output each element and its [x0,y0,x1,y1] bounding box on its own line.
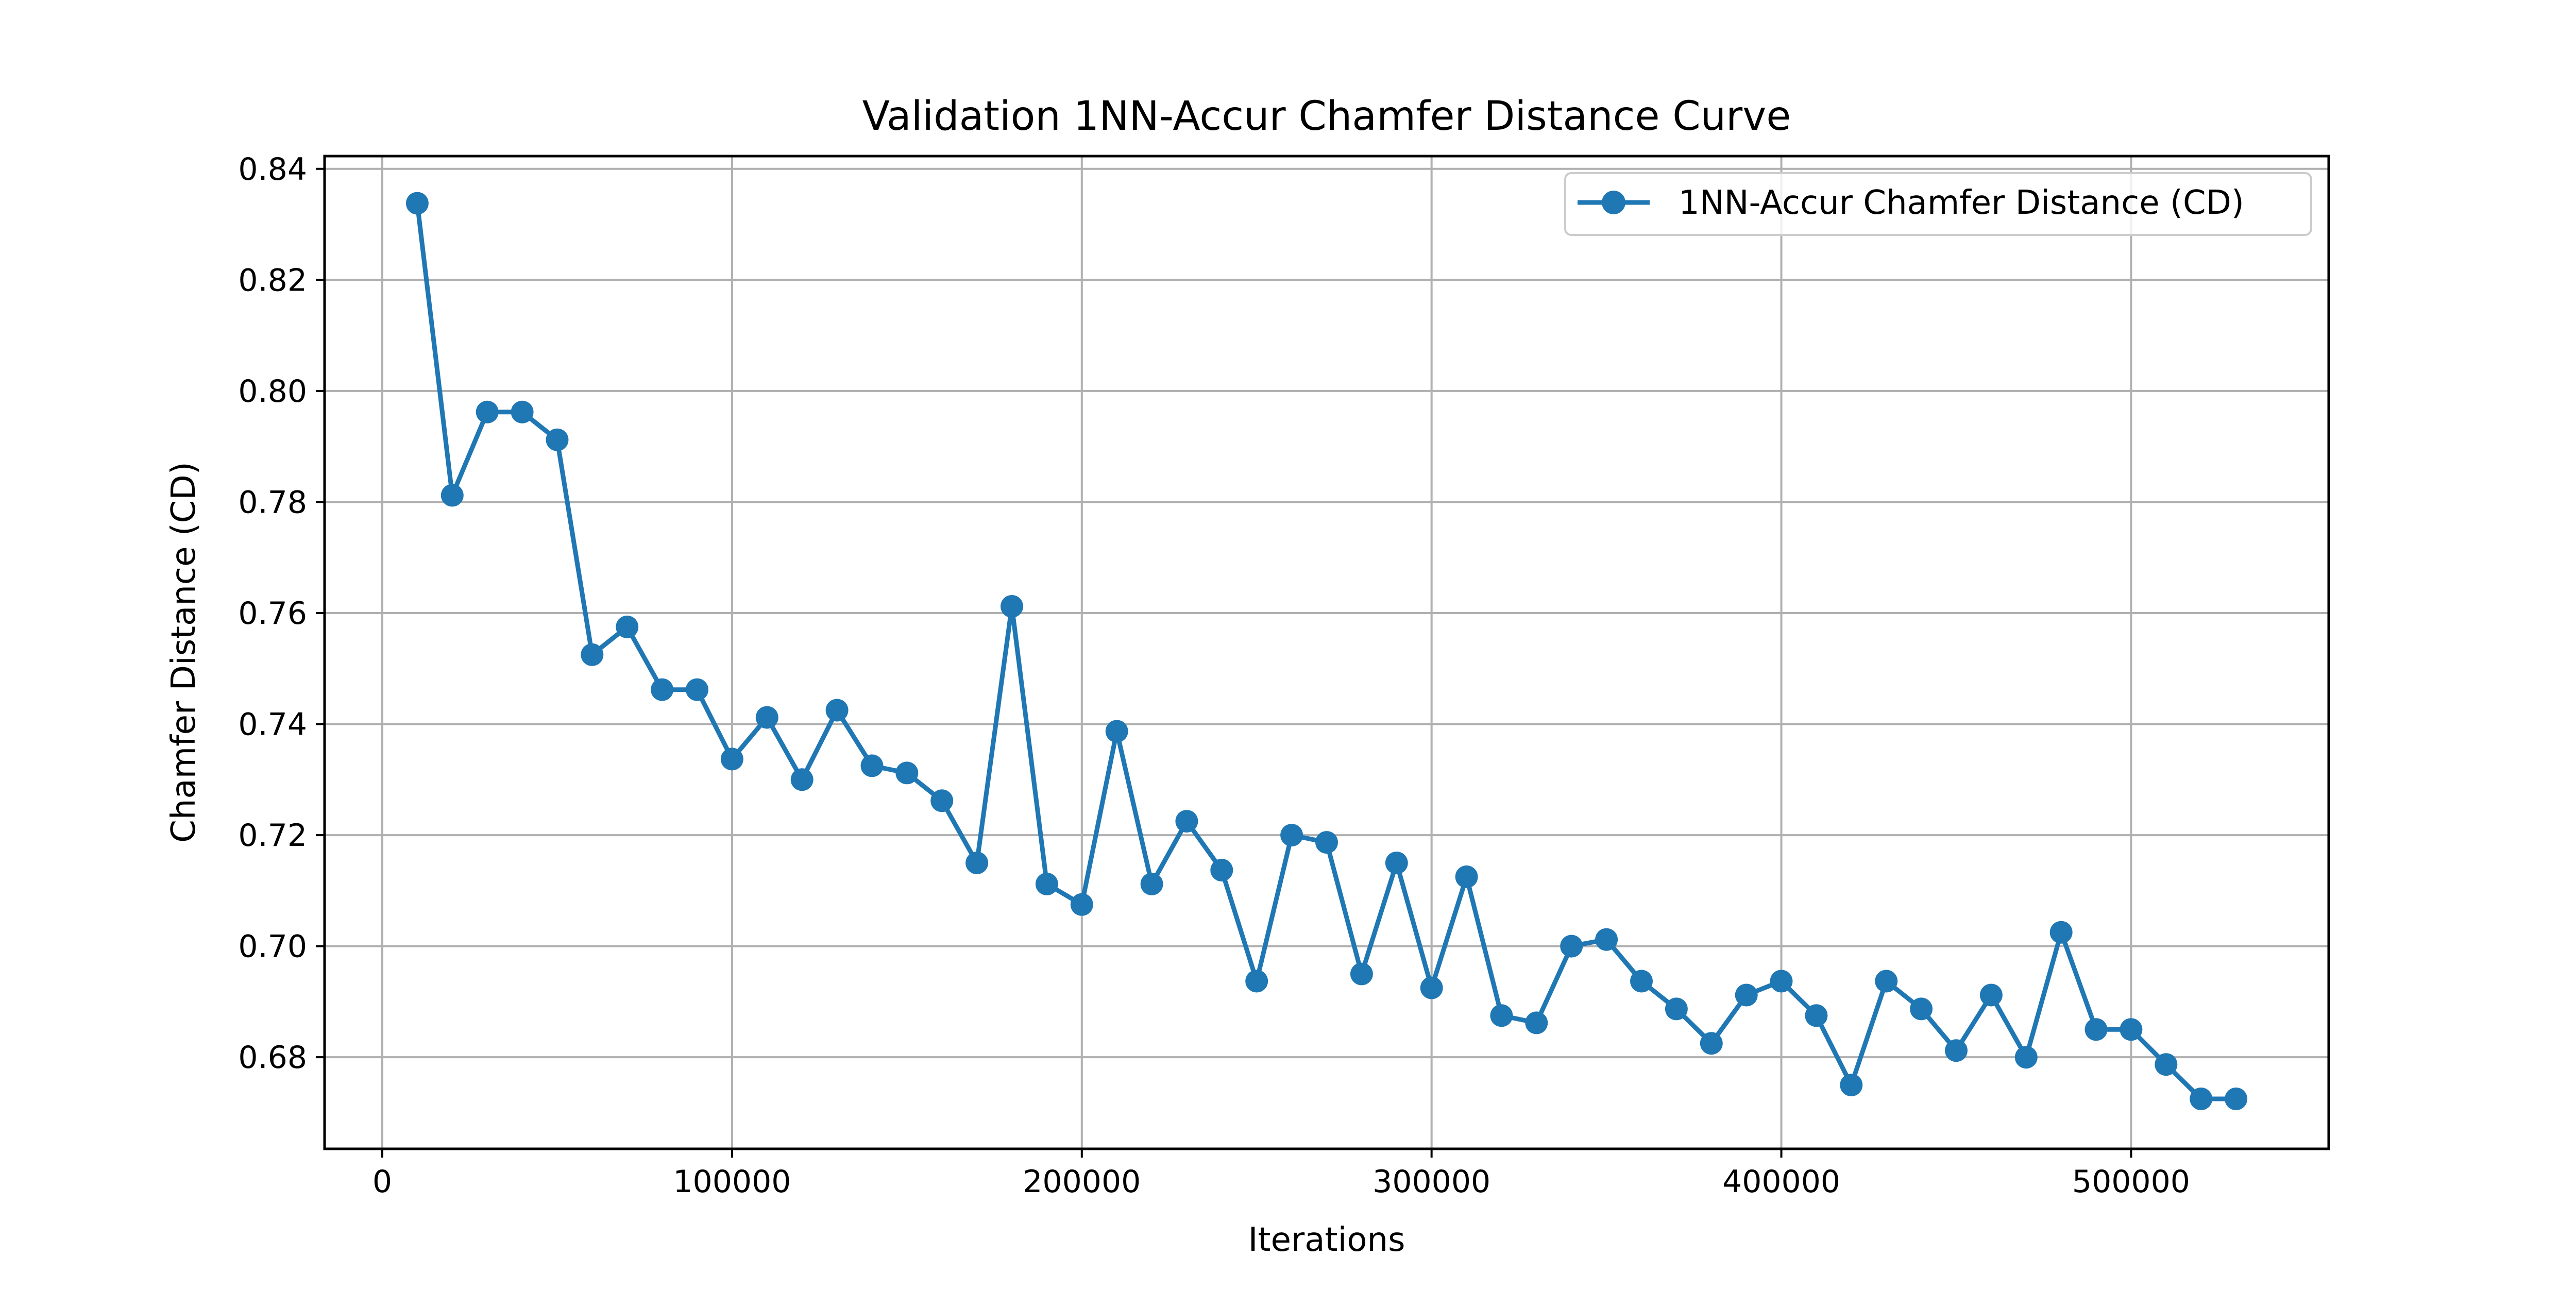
data-point [1979,983,2003,1007]
data-point [1595,928,1618,951]
x-axis-ticks: 0 100000 200000 300000 400000 500000 [372,1149,2190,1200]
x-axis-label: Iterations [1248,1221,1405,1259]
data-point [1560,935,1583,958]
data-point [1875,970,1898,993]
data-point [1455,865,1478,888]
chart-title: Validation 1NN-Accur Chamfer Distance Cu… [862,93,1791,140]
data-point [930,789,954,812]
data-point [1035,872,1058,895]
y-axis-label: Chamfer Distance (CD) [165,462,203,842]
data-point [1945,1039,1968,1062]
y-tick-label: 0.72 [238,818,307,854]
data-point [1490,1004,1513,1027]
data-point [860,754,884,777]
data-point [1210,859,1233,881]
y-tick-label: 0.80 [238,374,307,410]
y-tick-label: 0.68 [238,1040,307,1076]
data-point [581,643,604,666]
data-point [616,615,639,638]
x-tick-label: 0 [372,1164,392,1200]
data-point [1910,997,1933,1021]
data-point [895,761,919,785]
y-tick-label: 0.78 [238,484,307,520]
data-point [1350,962,1373,986]
legend-box [1564,172,2312,236]
data-point [1245,970,1268,993]
y-tick-label: 0.82 [238,262,307,298]
x-tick-label: 300000 [1372,1164,1490,1200]
data-point [2155,1053,2178,1076]
data-point [965,852,989,874]
data-point [1001,595,1023,618]
y-tick-label: 0.76 [238,596,307,632]
x-tick-label: 500000 [2072,1164,2190,1200]
data-point [1770,970,1793,993]
data-point [1735,983,1758,1007]
data-point [546,428,569,451]
data-point [790,768,814,791]
data-point [405,192,429,215]
data-point [1840,1074,1863,1097]
y-tick-label: 0.84 [238,151,307,188]
data-point [1140,872,1163,895]
data-point [440,484,464,507]
plot-frame [323,155,2330,1150]
data-point [2120,1018,2143,1041]
data-point [1385,852,1408,874]
data-point [511,400,534,423]
legend: 1NN-Accur Chamfer Distance (CD) [1564,172,2312,236]
data-point [686,678,708,701]
data-point [1420,976,1443,999]
data-point [1525,1011,1548,1034]
legend-label: 1NN-Accur Chamfer Distance (CD) [1679,184,2244,222]
grid-lines [325,156,2329,1149]
data-point [1175,810,1198,833]
data-point [2014,1046,2038,1069]
x-tick-label: 200000 [1023,1164,1141,1200]
data-point [1315,831,1338,854]
series-layer [405,192,2248,1110]
y-axis-ticks: 0.68 0.70 0.72 0.74 0.76 0.78 0.80 0.82 0.84 [238,151,325,1076]
data-point [1805,1004,1828,1027]
data-point [2084,1018,2108,1041]
y-tick-label: 0.70 [238,929,307,965]
legend-marker-swatch [1602,191,1625,214]
data-point [1280,824,1303,847]
x-tick-label: 400000 [1722,1164,1840,1200]
data-point [720,748,743,771]
data-point [1070,893,1093,916]
data-point [651,678,674,701]
data-point [2049,921,2073,944]
data-point [2190,1088,2213,1110]
data-point [2225,1088,2248,1110]
data-point [1665,997,1688,1021]
data-point [1700,1032,1723,1055]
data-point [755,706,778,729]
data-point [476,400,499,423]
data-point [1630,970,1653,993]
data-point [825,699,849,722]
y-tick-label: 0.74 [238,707,307,743]
x-tick-label: 100000 [673,1164,791,1200]
data-point [1105,720,1128,743]
